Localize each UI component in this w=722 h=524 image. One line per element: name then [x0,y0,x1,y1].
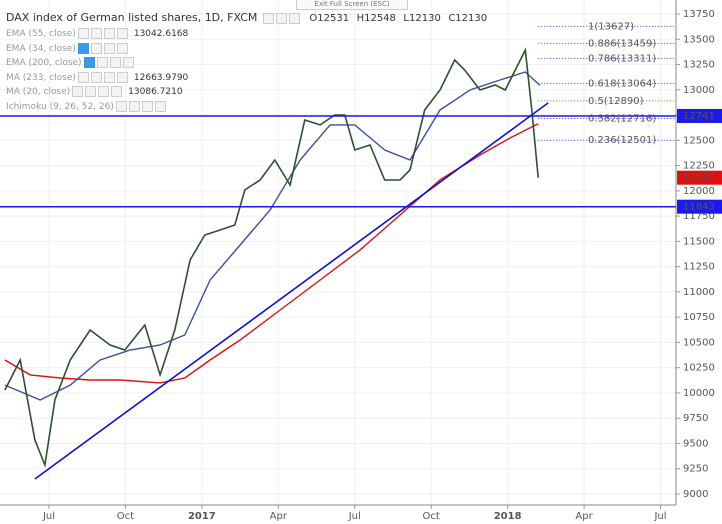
y-tick-label: 11250 [683,262,715,273]
icon[interactable] [262,12,274,24]
icon[interactable] [90,28,102,39]
y-tick-label: 11000 [683,287,715,298]
x-tick-label: Apr [575,511,593,522]
indicator-value: 12663.9790 [133,72,189,83]
y-tick-label: 10500 [683,337,715,348]
icon[interactable] [83,57,95,68]
y-tick-label: 9750 [683,413,708,424]
price-tag [677,199,722,214]
y-tick-label: 12500 [683,135,715,146]
chart-header: DAX index of German listed shares, 1D, F… [6,11,487,24]
icon[interactable] [115,100,127,112]
indicator-value: 13042.6168 [133,29,189,39]
fib-label: 0.236(12501) [588,135,656,146]
icon[interactable] [77,42,89,54]
price-tag-label: 12741 [683,111,715,122]
icon[interactable] [72,86,84,97]
y-tick-label: 13500 [683,34,715,45]
price-tag [677,108,722,123]
icon[interactable] [141,100,153,112]
y-tick-label: 12250 [683,161,715,172]
icon[interactable] [98,86,110,97]
indicator-row: MA (233, close) 12663.9790 [6,71,189,83]
icon[interactable] [111,86,123,97]
ohlc-open: O12531 [309,13,350,24]
y-tick-label: 10250 [683,363,715,374]
price-tag-label: 11843 [683,202,715,213]
x-tick-label: Jul [42,511,55,522]
x-tick-label: Oct [117,511,134,522]
x-tick-label: Jul [653,511,666,522]
icon[interactable] [96,57,108,68]
y-tick-label: 13250 [683,60,715,71]
icon[interactable] [122,57,134,68]
x-tick-label: Apr [270,511,288,522]
fib-label: 1(13627) [588,21,634,32]
icon[interactable] [116,42,128,54]
x-tick-label: 2017 [188,511,216,522]
indicator-name: EMA (200, close) [6,58,82,68]
indicator-name: EMA (55, close) [6,29,76,39]
fib-label: 0.886(13459) [588,38,656,49]
indicator-row: MA (20, close) 13086.7210 [6,86,183,97]
icon[interactable] [154,100,166,112]
indicator-name: MA (20, close) [6,87,71,97]
exit-fullscreen[interactable]: Exit Full Screen (ESC) [296,0,408,10]
icon[interactable] [128,100,140,112]
fib-label: 0.618(13064) [588,78,656,89]
series-line [4,47,539,469]
icon[interactable] [275,12,287,24]
indicator-row: Ichimoku (9, 26, 52, 26) [6,100,166,112]
fib-label: 0.786(13311) [588,53,656,64]
ohlc-high: H12548 [356,13,396,24]
trendline [34,102,549,480]
indicator-row: EMA (200, close) [6,57,134,68]
icon[interactable] [90,42,102,54]
y-tick-label: 10000 [683,388,715,399]
price-tag-label: 12130 [683,173,715,184]
x-tick-label: Jul [348,511,361,522]
y-tick-label: 9250 [683,464,708,475]
y-tick-label: 11500 [683,236,715,247]
icon[interactable] [103,28,115,39]
series-line [4,71,541,401]
indicator-name: Ichimoku (9, 26, 52, 26) [6,101,114,112]
indicator-name: MA (233, close) [6,72,76,83]
icon[interactable] [85,86,97,97]
chart-title: DAX index of German listed shares, 1D, F… [6,11,258,24]
icon[interactable] [109,57,121,68]
fib-label: 0.5(12890) [588,96,644,107]
icon[interactable] [103,42,115,54]
indicator-name: EMA (34, close) [6,43,76,54]
y-tick-label: 13750 [683,9,715,20]
indicator-row: EMA (34, close) [6,42,128,54]
icon[interactable] [116,28,128,39]
icon[interactable] [103,71,115,83]
price-tag [677,170,722,185]
indicator-row: EMA (55, close) 13042.6168 [6,28,188,39]
indicator-value: 13086.7210 [128,87,183,97]
y-tick-label: 10750 [683,312,715,323]
x-tick-label: Oct [423,511,440,522]
plot-area [0,0,676,505]
y-tick-label: 11750 [683,211,715,222]
ohlc-close: C12130 [448,13,488,24]
icon[interactable] [77,71,89,83]
y-tick-label: 12000 [683,186,715,197]
icon[interactable] [90,71,102,83]
y-tick-label: 9000 [683,489,708,500]
icon[interactable] [77,28,89,39]
y-tick-label: 9500 [683,438,708,449]
ohlc-low: L12130 [403,13,441,24]
y-tick-label: 13000 [683,85,715,96]
icon[interactable] [116,71,128,83]
icon[interactable] [288,12,300,24]
fib-label: 0.382(12716) [588,113,656,124]
x-tick-label: 2018 [494,511,522,522]
